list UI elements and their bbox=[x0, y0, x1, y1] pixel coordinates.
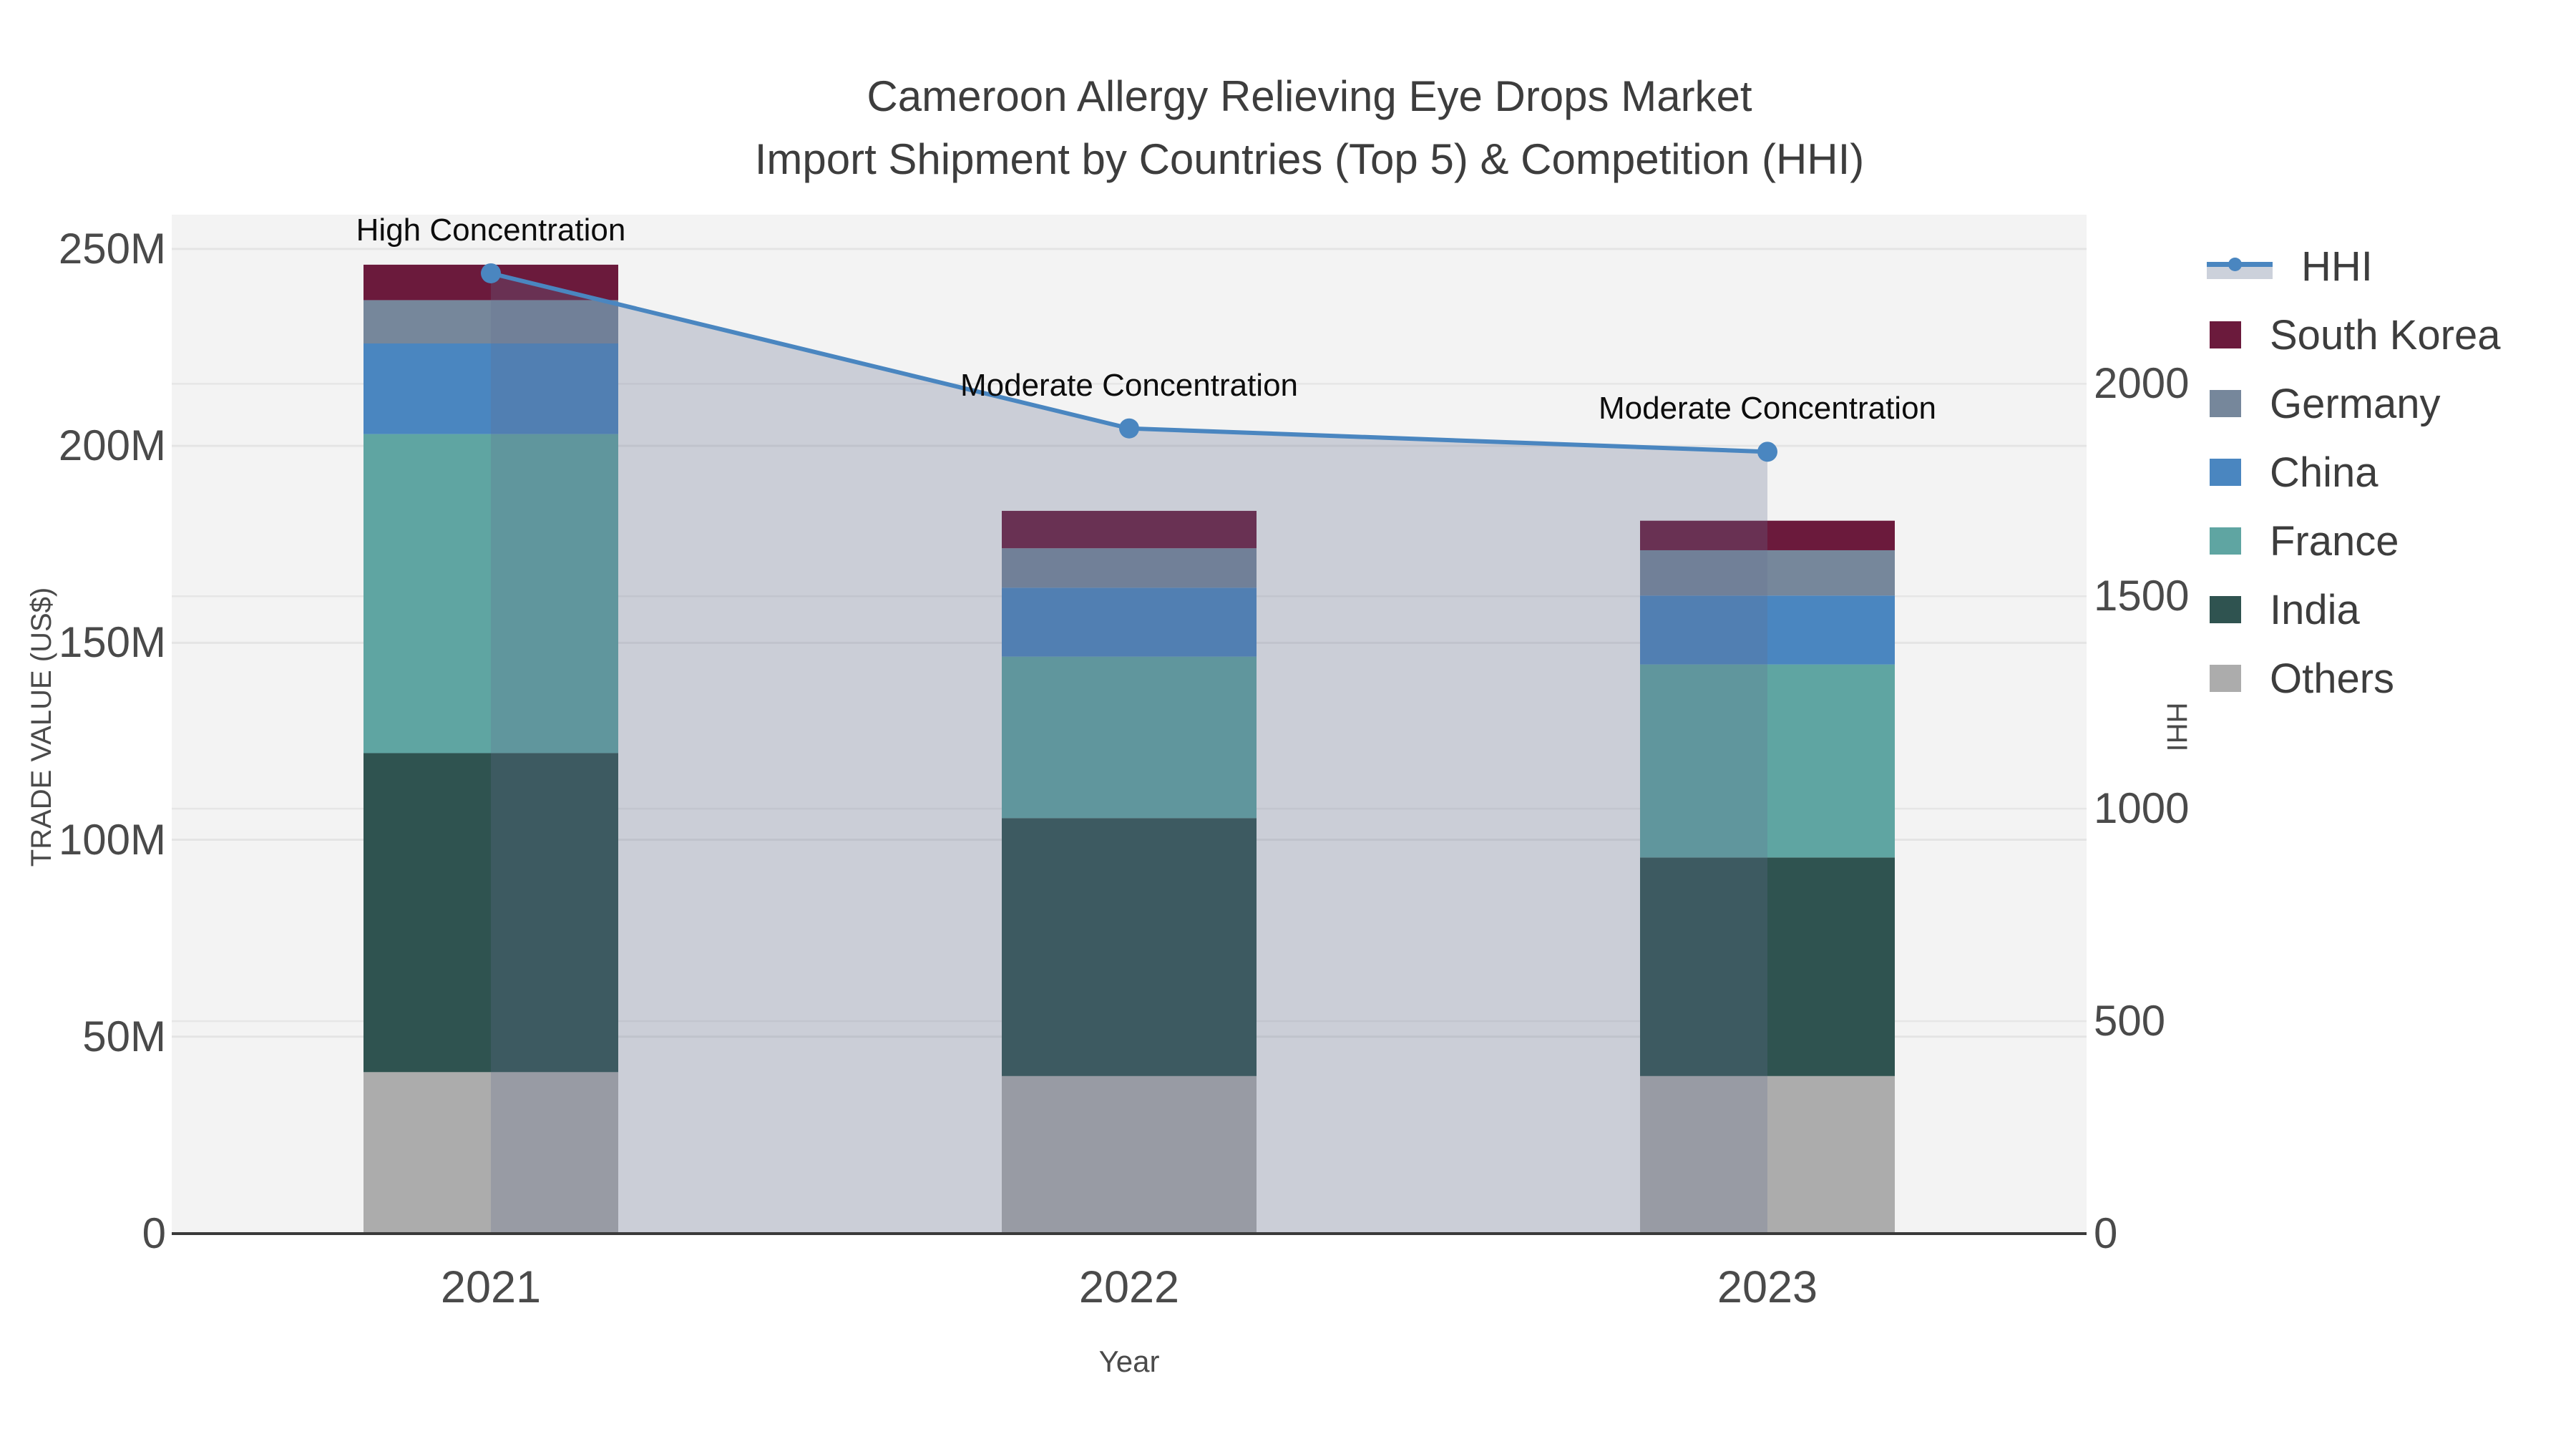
y-axis-tick-100M: 100M bbox=[58, 815, 166, 864]
annotation-2023: Moderate Concentration bbox=[1598, 391, 1937, 426]
bar-segment-france-2022[interactable] bbox=[1002, 656, 1257, 819]
y2-axis-tick-500: 500 bbox=[2094, 997, 2166, 1045]
legend-item-germany[interactable]: Germany bbox=[2207, 369, 2500, 438]
legend-label-india: India bbox=[2270, 586, 2360, 633]
y-axis-tick-150M: 150M bbox=[58, 618, 166, 667]
legend-label-others: Others bbox=[2270, 655, 2395, 702]
bar-segment-south-korea-2022[interactable] bbox=[1002, 510, 1257, 549]
legend-swatch-others bbox=[2210, 665, 2241, 692]
bar-segment-india-2021[interactable] bbox=[364, 753, 618, 1073]
y2-axis-tick-1000: 1000 bbox=[2094, 784, 2190, 833]
y-axis-tick-0: 0 bbox=[142, 1209, 166, 1257]
x-axis-label-2021: 2021 bbox=[440, 1262, 542, 1312]
hhi-marker-2022[interactable] bbox=[1119, 418, 1139, 439]
annotation-2021: High Concentration bbox=[356, 212, 626, 248]
y-axis-tick-50M: 50M bbox=[82, 1012, 166, 1060]
hhi-marker-2021[interactable] bbox=[481, 263, 501, 283]
chart-title-line2: Import Shipment by Countries (Top 5) & C… bbox=[754, 135, 1865, 183]
bar-segment-others-2023[interactable] bbox=[1640, 1075, 1895, 1234]
y2-axis-title: HHI bbox=[2161, 702, 2192, 752]
hhi-swatch-band bbox=[2207, 266, 2273, 279]
bar-segment-germany-2022[interactable] bbox=[1002, 548, 1257, 588]
bar-segment-china-2021[interactable] bbox=[364, 343, 618, 434]
bar-segment-france-2023[interactable] bbox=[1640, 664, 1895, 858]
annotation-2022: Moderate Concentration bbox=[960, 367, 1299, 403]
x-axis-title: Year bbox=[1098, 1345, 1160, 1378]
x-axis-label-2022: 2022 bbox=[1078, 1262, 1180, 1312]
legend-item-south-korea[interactable]: South Korea bbox=[2207, 301, 2500, 369]
y2-axis-tick-1500: 1500 bbox=[2094, 572, 2190, 620]
y-axis-tick-200M: 200M bbox=[58, 421, 166, 470]
legend-swatch-china bbox=[2210, 459, 2241, 486]
legend-line-swatch-hhi bbox=[2207, 252, 2273, 280]
bar-segment-india-2022[interactable] bbox=[1002, 818, 1257, 1076]
legend: HHI South Korea Germany China France India Oth… bbox=[2207, 232, 2500, 713]
bar-segment-others-2021[interactable] bbox=[364, 1072, 618, 1234]
bar-segment-india-2023[interactable] bbox=[1640, 857, 1895, 1076]
hhi-area-fill bbox=[491, 273, 1767, 1234]
hhi-marker-2023[interactable] bbox=[1757, 441, 1777, 462]
legend-item-france[interactable]: France bbox=[2207, 507, 2500, 575]
bar-segment-germany-2021[interactable] bbox=[364, 300, 618, 343]
x-axis-label-2023: 2023 bbox=[1717, 1262, 1818, 1312]
legend-label-china: China bbox=[2270, 449, 2379, 496]
bar-segment-south-korea-2023[interactable] bbox=[1640, 520, 1895, 550]
y-axis-tick-250M: 250M bbox=[58, 224, 166, 273]
legend-label-germany: Germany bbox=[2270, 380, 2441, 427]
legend-label-south-korea: South Korea bbox=[2270, 311, 2501, 358]
y2-axis-tick-0: 0 bbox=[2094, 1209, 2118, 1257]
bar-segment-france-2021[interactable] bbox=[364, 434, 618, 753]
legend-item-india[interactable]: India bbox=[2207, 575, 2500, 644]
legend-item-others[interactable]: Others bbox=[2207, 644, 2500, 713]
legend-label-hhi: HHI bbox=[2301, 243, 2373, 290]
bar-segment-china-2022[interactable] bbox=[1002, 587, 1257, 657]
legend-swatch-france bbox=[2210, 527, 2241, 555]
bar-segment-china-2023[interactable] bbox=[1640, 595, 1895, 665]
y2-axis-tick-2000: 2000 bbox=[2094, 359, 2190, 408]
legend-swatch-india bbox=[2210, 596, 2241, 623]
legend-swatch-south-korea bbox=[2210, 321, 2241, 348]
y-axis-title: TRADE VALUE (US$) bbox=[26, 587, 57, 867]
legend-label-france: France bbox=[2270, 517, 2399, 565]
legend-item-hhi[interactable]: HHI bbox=[2207, 232, 2500, 301]
chart-title-line1: Cameroon Allergy Relieving Eye Drops Mar… bbox=[867, 72, 1752, 120]
legend-item-china[interactable]: China bbox=[2207, 438, 2500, 507]
legend-swatch-germany bbox=[2210, 390, 2241, 417]
bar-segment-others-2022[interactable] bbox=[1002, 1075, 1257, 1234]
bar-segment-germany-2023[interactable] bbox=[1640, 550, 1895, 596]
hhi-swatch-dot bbox=[2228, 258, 2242, 271]
